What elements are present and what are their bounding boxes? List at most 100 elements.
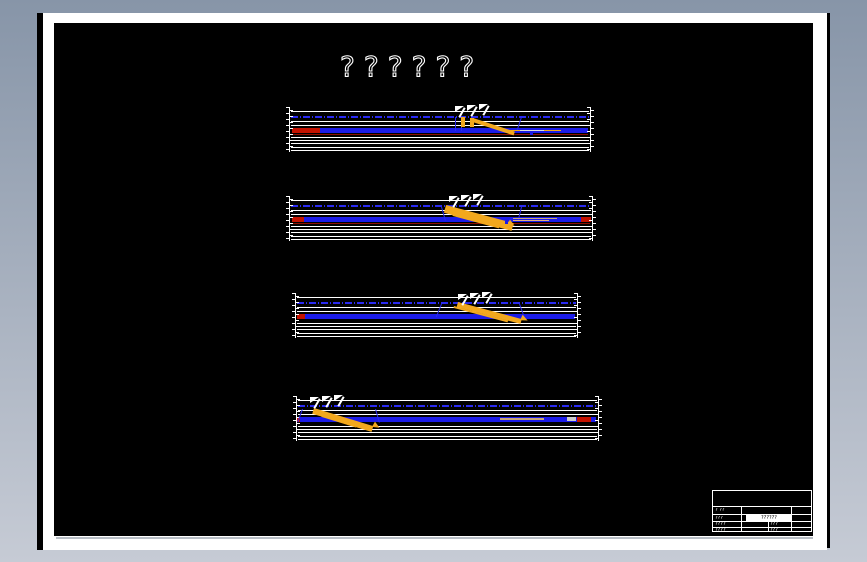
flag-marker-icon <box>479 104 491 117</box>
flag-marker-icon <box>449 196 461 209</box>
support-strut <box>455 117 456 131</box>
guide-line <box>298 439 597 440</box>
chain-dashed-line <box>291 205 591 207</box>
drawing-section-4 <box>293 395 602 441</box>
title-block-text: ??? <box>770 522 778 527</box>
guide-line <box>291 147 589 148</box>
flag-marker-icon <box>455 106 467 119</box>
break-mark-left <box>286 196 293 241</box>
flag-head <box>322 396 331 402</box>
belt-segment <box>581 217 591 222</box>
guide-line <box>297 323 576 324</box>
title-block-text: ???? <box>715 522 726 527</box>
flag-marker-icon <box>461 195 473 208</box>
guide-line <box>291 200 591 201</box>
flag-head <box>470 293 479 299</box>
title-block-text: ???? <box>715 528 726 533</box>
flag-marker-icon <box>310 397 322 410</box>
flag-head <box>479 104 488 110</box>
belt-top-line <box>513 220 549 221</box>
guide-line <box>297 311 576 312</box>
tripper-post <box>470 118 474 127</box>
guide-line <box>291 143 589 144</box>
flag-head <box>467 105 476 111</box>
window-edge-left <box>37 13 43 550</box>
guide-line <box>298 429 597 430</box>
break-mark-right <box>589 196 596 241</box>
break-mark-left <box>292 293 299 338</box>
chain-dashed-line <box>297 302 576 304</box>
flag-head <box>458 294 467 300</box>
flag-marker-icon <box>334 395 346 408</box>
title-block-text: ? ?? <box>715 508 725 513</box>
guide-line <box>291 229 591 230</box>
idler-dot <box>505 221 508 224</box>
guide-line <box>291 236 591 237</box>
belt-segment <box>500 418 544 420</box>
window-edge-right <box>827 13 830 548</box>
guide-line <box>291 125 589 126</box>
break-mark-right <box>595 396 602 441</box>
guide-line <box>291 111 589 112</box>
guide-line <box>297 307 576 308</box>
flag-marker-icon <box>482 292 494 305</box>
guide-line <box>291 214 591 215</box>
belt-underline <box>292 134 588 135</box>
belt-bar <box>292 128 588 133</box>
title-block-text: ??? <box>770 528 778 533</box>
drawing-title: ?????? <box>339 49 484 83</box>
canvas-shadow-line <box>56 537 813 539</box>
flag-head <box>473 194 482 200</box>
chain-dashed-line <box>291 116 589 118</box>
title-block-text: ??? <box>715 516 723 521</box>
guide-line <box>297 297 576 298</box>
guide-line <box>298 436 597 437</box>
flag-marker-icon <box>322 396 334 409</box>
title-block-rule <box>713 521 811 522</box>
flag-head <box>334 395 343 401</box>
belt-segment <box>297 314 305 319</box>
drawing-canvas: ?????? ? ?? ??? ?????? ???? ??? ???? ??? <box>54 23 813 536</box>
belt-segment <box>567 417 576 421</box>
guide-line <box>291 226 591 227</box>
chain-dashed-line <box>298 405 597 407</box>
flag-head <box>482 292 491 298</box>
flag-marker-icon <box>470 293 482 306</box>
guide-line <box>298 432 597 433</box>
flag-head <box>310 397 319 403</box>
title-block-rule <box>713 506 811 507</box>
belt-bar <box>299 417 596 422</box>
belt-top-line <box>520 130 544 131</box>
tripper-post <box>461 117 465 127</box>
guide-line <box>297 329 576 330</box>
guide-line <box>297 336 576 337</box>
guide-line <box>291 140 589 141</box>
belt-underline <box>292 223 590 224</box>
title-block-rule <box>741 506 742 531</box>
flag-head <box>449 196 458 202</box>
belt-top-line <box>513 218 557 219</box>
guide-line <box>298 400 597 401</box>
break-mark-right <box>587 107 594 152</box>
guide-line <box>298 414 597 415</box>
drawing-section-1 <box>286 104 594 152</box>
drawing-section-3 <box>292 292 581 338</box>
guide-line <box>291 210 591 211</box>
title-block: ? ?? ??? ?????? ???? ??? ???? ??? <box>712 490 812 533</box>
guide-line <box>298 426 597 427</box>
guide-line <box>291 239 591 240</box>
belt-segment <box>292 128 320 133</box>
belt-bar <box>292 217 590 222</box>
flag-marker-icon <box>458 294 470 307</box>
title-block-rule <box>713 527 811 528</box>
flag-marker-icon <box>467 105 479 118</box>
guide-line <box>291 232 591 233</box>
flag-marker-icon <box>473 194 485 207</box>
guide-line <box>298 410 597 411</box>
title-block-highlighted-cell: ?????? <box>746 515 792 521</box>
guide-line <box>291 137 589 138</box>
break-mark-right <box>574 293 581 338</box>
belt-segment <box>292 217 304 222</box>
guide-line <box>291 121 589 122</box>
